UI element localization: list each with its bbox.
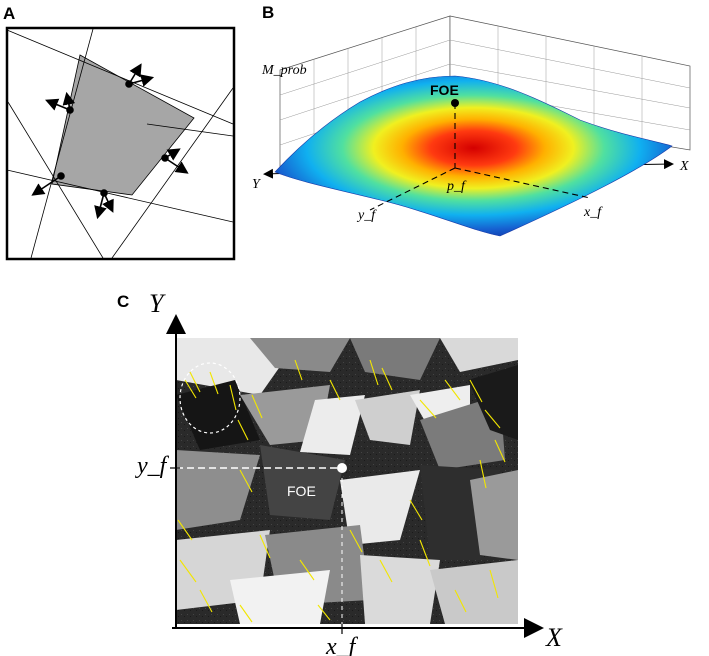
panel-a bbox=[5, 26, 236, 261]
grid-lines bbox=[279, 26, 691, 157]
b-z-label: M_prob bbox=[261, 63, 307, 78]
b-pf-label: p_f bbox=[446, 179, 467, 194]
b-foe-label: FOE bbox=[430, 82, 459, 98]
scene-shapes bbox=[176, 338, 518, 624]
c-y-label: Y bbox=[149, 289, 166, 318]
panel-c: FOE Y X y_f x_f bbox=[135, 289, 563, 656]
c-x-label: X bbox=[545, 623, 563, 652]
panel-label-b: B bbox=[262, 3, 275, 22]
flow-vectors bbox=[177, 359, 506, 623]
panel-label-a: A bbox=[3, 4, 16, 23]
c-yf-label: y_f bbox=[135, 453, 170, 479]
constraint-lines bbox=[6, 28, 234, 259]
c-xf-label: x_f bbox=[325, 634, 359, 656]
projection-lines bbox=[369, 103, 591, 211]
highlight-ellipse bbox=[179, 362, 241, 434]
c-foe-label: FOE bbox=[287, 483, 316, 499]
b-x-label: X bbox=[679, 159, 689, 174]
panel-b: FOE M_prob X Y p_f x_f y_f bbox=[252, 15, 691, 237]
probability-surface bbox=[274, 75, 673, 237]
b-xf-label: x_f bbox=[583, 205, 603, 220]
c-foe-marker bbox=[337, 463, 347, 473]
b-y-label: Y bbox=[252, 177, 262, 192]
normal-arrows bbox=[31, 63, 189, 220]
panel-label-c: C bbox=[117, 292, 130, 311]
foe-peak-marker bbox=[451, 99, 459, 107]
motion-polygon bbox=[51, 54, 195, 196]
b-yf-label: y_f bbox=[356, 208, 377, 223]
